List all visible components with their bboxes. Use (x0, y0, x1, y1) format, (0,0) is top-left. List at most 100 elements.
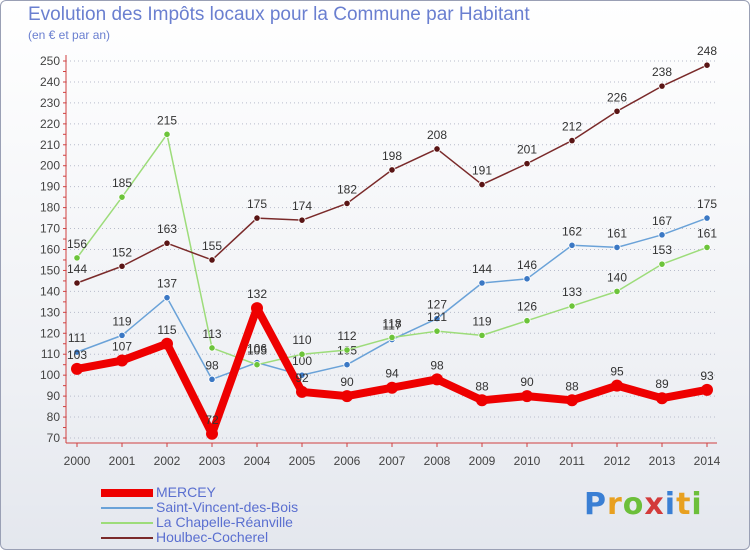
data-label: 110 (292, 333, 311, 347)
data-point (433, 145, 441, 153)
data-point (658, 82, 666, 90)
logo-letter: x (644, 487, 665, 522)
data-label: 167 (652, 214, 672, 228)
y-tick-label: 230 (40, 96, 60, 110)
y-tick-label: 190 (40, 180, 60, 194)
data-point (523, 317, 531, 325)
x-tick-label: 2010 (514, 454, 541, 468)
data-point (73, 348, 81, 356)
x-tick-label: 2009 (469, 454, 496, 468)
data-point (703, 214, 711, 222)
data-point (118, 262, 126, 270)
y-tick-label: 140 (40, 284, 60, 298)
logo-letter: t (676, 487, 692, 522)
data-label: 201 (517, 143, 537, 157)
data-point (568, 136, 576, 145)
data-point (703, 243, 711, 252)
data-point (118, 193, 126, 201)
data-label: 155 (202, 239, 222, 253)
data-point (253, 361, 261, 369)
series-3: 144 152 163 155 175 174 182 198 208 191 201 212 226 2… (67, 44, 717, 287)
x-tick-label: 2007 (379, 454, 406, 468)
data-label: 140 (607, 270, 627, 284)
data-label: 161 (697, 226, 717, 240)
data-point (658, 260, 666, 268)
logo-letter: i (664, 487, 677, 522)
data-point (251, 302, 263, 315)
data-point (296, 385, 308, 398)
data-label: 107 (112, 340, 132, 354)
data-point (298, 371, 306, 379)
data-label: 92 (295, 371, 309, 385)
data-point (431, 373, 443, 386)
data-label: 113 (202, 327, 221, 341)
data-label: 133 (562, 285, 582, 299)
data-label: 98 (430, 358, 444, 372)
y-tick-label: 130 (40, 305, 60, 319)
data-point (568, 241, 576, 249)
series-0: 103 107 115 72 132 92 90 94 98 88 90 88 95 89 93 (67, 287, 714, 440)
data-label: 248 (697, 44, 717, 58)
data-label: 132 (247, 287, 267, 301)
data-label: 174 (292, 199, 312, 213)
y-tick-label: 200 (40, 159, 60, 173)
data-label: 105 (247, 344, 267, 358)
y-tick-label: 220 (40, 117, 60, 131)
data-label: 137 (157, 277, 177, 291)
data-label: 162 (562, 224, 582, 238)
data-label: 215 (157, 113, 177, 127)
data-label: 88 (565, 379, 579, 393)
data-point (116, 354, 128, 367)
y-tick-label: 100 (40, 368, 60, 382)
x-tick-label: 2008 (424, 454, 451, 468)
data-label: 93 (700, 369, 714, 383)
data-label: 115 (157, 323, 176, 337)
data-label: 152 (112, 245, 132, 259)
data-label: 89 (655, 377, 669, 391)
data-point (206, 427, 218, 440)
x-tick-label: 2002 (154, 454, 181, 468)
legend-label: Houlbec-Cocherel (156, 529, 269, 545)
data-point (476, 394, 488, 407)
data-point (208, 344, 216, 352)
data-point (208, 375, 216, 383)
x-tick-label: 2000 (64, 454, 91, 468)
data-label: 175 (697, 197, 717, 211)
data-point (118, 331, 126, 339)
data-label: 153 (652, 243, 672, 257)
data-point (73, 279, 81, 287)
legend-item: Houlbec-Cocherel (101, 530, 361, 545)
logo-letter: i (691, 487, 703, 522)
data-label: 100 (292, 354, 312, 368)
series-2: 156 185 215 113 105 110 112 118 121 119 126 133 140 1… (67, 113, 717, 369)
data-label: 90 (520, 375, 534, 389)
logo-letter: o (622, 487, 645, 522)
x-tick-label: 2001 (109, 454, 136, 468)
data-point (701, 383, 713, 396)
data-label: 94 (385, 367, 399, 381)
data-point (613, 107, 621, 115)
y-tick-label: 150 (40, 263, 60, 277)
data-label: 111 (68, 331, 87, 345)
data-label: 156 (67, 237, 87, 251)
data-point (253, 214, 261, 222)
data-label: 238 (652, 65, 672, 79)
proxiti-logo: Proxiti (584, 487, 703, 522)
legend-label: MERCEY (156, 484, 216, 500)
y-tick-label: 110 (41, 347, 60, 361)
logo-letter: P (584, 487, 607, 522)
y-tick-label: 70 (47, 431, 61, 445)
y-tick-label: 210 (40, 138, 60, 152)
legend-item: Saint-Vincent-des-Bois (101, 500, 361, 515)
data-point (613, 243, 621, 252)
legend-item: MERCEY (101, 485, 361, 500)
data-label: 146 (517, 258, 537, 272)
data-point (478, 180, 486, 189)
data-label: 117 (382, 319, 401, 333)
data-label: 119 (472, 314, 491, 328)
data-point (163, 239, 171, 247)
x-tick-label: 2014 (694, 454, 721, 468)
data-point (343, 346, 351, 354)
